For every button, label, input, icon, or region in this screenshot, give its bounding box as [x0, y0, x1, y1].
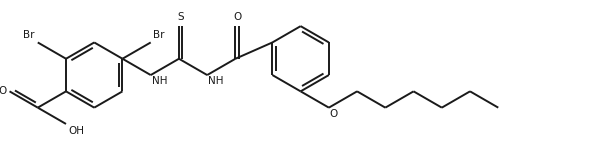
- Text: NH: NH: [208, 76, 223, 86]
- Text: Br: Br: [153, 30, 164, 40]
- Text: OH: OH: [68, 126, 84, 136]
- Text: NH: NH: [152, 76, 167, 86]
- Text: O: O: [0, 86, 7, 96]
- Text: S: S: [177, 12, 184, 22]
- Text: O: O: [233, 12, 241, 22]
- Text: O: O: [330, 109, 338, 119]
- Text: Br: Br: [23, 30, 35, 40]
